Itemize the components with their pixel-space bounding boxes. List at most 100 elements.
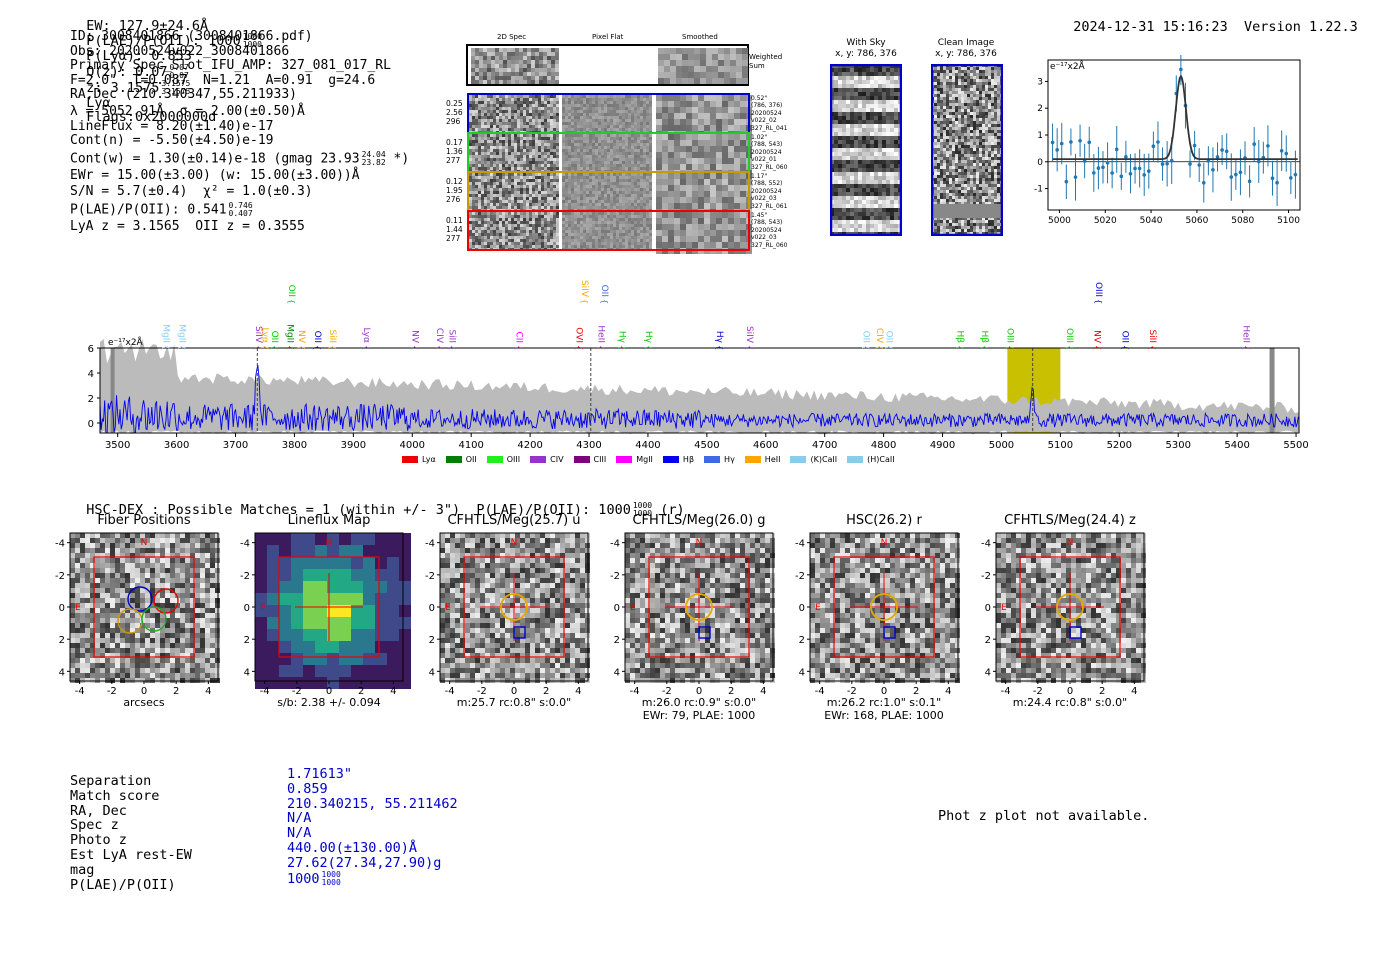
zoom-point (1165, 161, 1169, 166)
sky-pixel (854, 136, 858, 140)
sky-pixel (878, 184, 882, 188)
cutout-caption: arcsecs (123, 696, 165, 709)
sky-pixel (842, 76, 846, 80)
sky-pixel (834, 68, 838, 72)
sky-pixel (890, 140, 894, 144)
sky-pixel (846, 112, 850, 116)
sky-pixel (834, 156, 838, 160)
zoom-point (1124, 155, 1128, 159)
clean-image-label: Clean Image (937, 38, 995, 48)
sky-pixel (858, 172, 862, 176)
lineflux-cell (303, 617, 315, 629)
sky-pixel (882, 100, 886, 104)
sky-pixel (870, 84, 874, 88)
sky-pixel (858, 160, 862, 164)
zoom-point (1133, 166, 1137, 171)
sky-pixel (870, 168, 874, 172)
legend-item: CIII (573, 455, 606, 464)
sky-pixel (834, 120, 838, 124)
spec-xtick-label: 5200 (1107, 440, 1132, 451)
sky-pixel (838, 180, 842, 184)
sky-pixel (842, 224, 846, 228)
sky-pixel (842, 184, 846, 188)
sky-pixel (850, 164, 854, 168)
sky-pixel (838, 204, 842, 208)
panel-ytick-label: -2 (795, 571, 805, 582)
legend-item: (H)CaII (847, 455, 895, 464)
sky-pixel (846, 80, 850, 84)
sky-pixel (882, 92, 886, 96)
sky-pixel (890, 152, 894, 156)
sky-pixel (886, 208, 890, 212)
panel-noise (810, 533, 960, 683)
sky-pixel (842, 180, 846, 184)
sky-pixel (866, 120, 870, 124)
spec-ytick-label: 4 (88, 369, 94, 380)
sky-pixel (878, 112, 882, 116)
sky-pixel (842, 100, 846, 104)
sky-pixel (838, 84, 842, 88)
sky-pixel (890, 216, 894, 220)
sky-pixel (846, 184, 850, 188)
panel-ytick-label: 4 (244, 667, 250, 678)
spectrum-line (99, 365, 1299, 434)
sky-pixel (862, 144, 866, 148)
sky-pixel (878, 128, 882, 132)
sky-pixel (894, 224, 898, 228)
sky-pixel (870, 148, 874, 152)
sky-pixel (854, 112, 858, 116)
row-left-label: 0.17 1.36 277 (446, 138, 463, 165)
lineflux-cell (303, 641, 315, 653)
sky-pixel (838, 136, 842, 140)
emission-line-label: SiII (446, 329, 456, 343)
info-plae-lo: 0.407 (228, 209, 253, 219)
sky-pixel (890, 212, 894, 216)
sky-pixel (894, 192, 898, 196)
lineflux-cell (387, 545, 399, 557)
info-plae: P(LAE)/P(OII): 0.541 0.746 0.407 (70, 202, 409, 218)
legend-label: (K)CaII (810, 455, 838, 464)
sky-pixel (890, 172, 894, 176)
lineflux-cell (303, 629, 315, 641)
sky-pixel (858, 132, 862, 136)
sky-pixel (854, 216, 858, 220)
sky-pixel (894, 180, 898, 184)
cutout-panel-img: N E -4 4 -2 2 0 0 2 -2 4 -4 (610, 532, 775, 697)
sky-pixel (874, 72, 878, 76)
zoom-point (1284, 151, 1289, 156)
panel-xtick-label: 2 (728, 686, 734, 697)
sky-pixel (870, 136, 874, 140)
sky-pixel (882, 184, 886, 188)
sky-pixel (890, 148, 894, 152)
col-title-pixelflat: Pixel Flat (592, 33, 624, 41)
sky-pixel (842, 124, 846, 128)
emission-line-label: Hβ (954, 330, 964, 343)
emission-line-bracket: { (1148, 345, 1157, 350)
sky-pixel (850, 200, 854, 204)
panel-ytick-label: 2 (614, 635, 620, 646)
sky-pixel (854, 140, 858, 144)
summary-value: 1.71613" (287, 767, 458, 782)
sky-pixel (850, 176, 854, 180)
sky-pixel (890, 128, 894, 132)
sky-pixel (862, 92, 866, 96)
legend-swatch (486, 456, 503, 463)
sky-pixel (866, 72, 870, 76)
sky-pixel (874, 188, 878, 192)
lineflux-cell (291, 629, 303, 641)
emission-line-label: OII (861, 331, 871, 343)
sky-pixel (842, 128, 846, 132)
sky-pixel (846, 104, 850, 108)
sky-pixel (874, 128, 878, 132)
emission-line-label: SiIV (253, 326, 263, 344)
sky-pixel (886, 112, 890, 116)
sky-pixel (834, 84, 838, 88)
sky-pixel (846, 88, 850, 92)
sky-pixel (870, 192, 874, 196)
lineflux-cell (387, 605, 399, 617)
emission-line-bracket: { (600, 299, 609, 304)
sky-pixel (874, 200, 878, 204)
sky-pixel (866, 84, 870, 88)
legend-swatch (704, 456, 721, 463)
clean-image-title: Clean Image x, y: 786, 376 (929, 38, 1003, 60)
